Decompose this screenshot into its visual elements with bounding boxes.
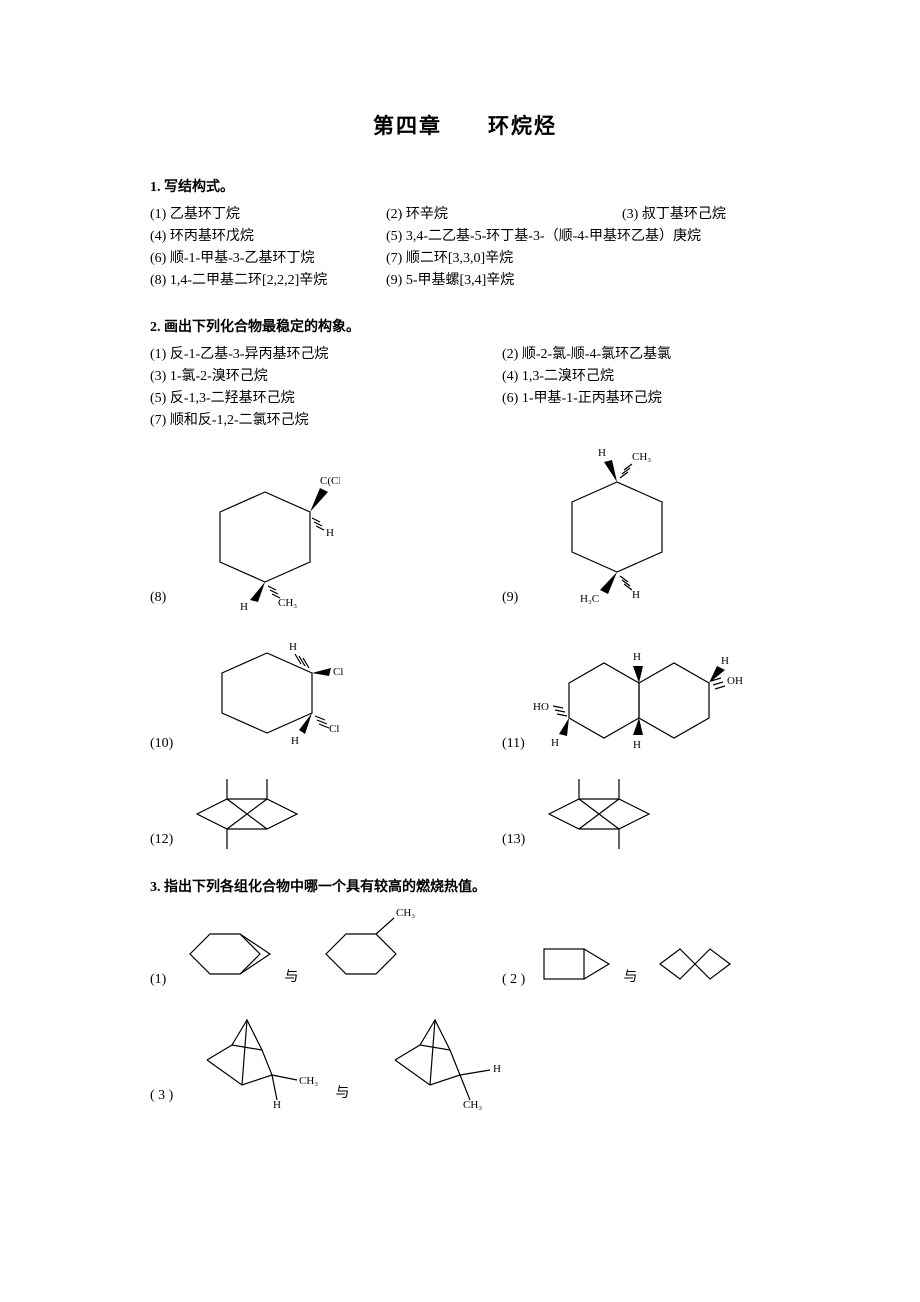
structure-13-icon <box>529 764 689 854</box>
q2-item: (7) 顺和反-1,2-二氯环己烷 <box>150 410 502 432</box>
fig-label-12: (12) <box>150 832 173 854</box>
q1-item: (7) 顺二环[3,3,0]辛烷 <box>386 248 513 270</box>
q1-item: (8) 1,4-二甲基二环[2,2,2]辛烷 <box>150 270 386 292</box>
q2-item: (6) 1-甲基-1-正丙基环己烷 <box>502 388 780 410</box>
svg-text:H: H <box>632 589 640 601</box>
q1-head: 1. 写结构式。 <box>150 176 780 196</box>
svg-text:CH₃: CH₃ <box>632 451 651 463</box>
svg-text:C(CH₃)₃: C(CH₃)₃ <box>320 475 340 487</box>
svg-text:H: H <box>633 739 641 751</box>
fig-label-11: (11) <box>502 736 525 758</box>
q3-pair3-left-icon: CH₃ H <box>177 1000 327 1110</box>
svg-text:CH₃: CH₃ <box>278 597 297 609</box>
fig-label-9: (9) <box>502 590 518 612</box>
q3-pair2-right-icon <box>645 934 745 994</box>
structure-9-icon: H CH₃ H₃C H <box>522 442 692 612</box>
svg-text:Cl: Cl <box>329 723 339 735</box>
q2-item: (2) 顺-2-氯-顺-4-氯环乙基氯 <box>502 344 780 366</box>
svg-text:H₃C: H₃C <box>580 593 599 605</box>
svg-text:H: H <box>291 735 299 747</box>
svg-text:CH₃: CH₃ <box>463 1099 482 1110</box>
q3-pair1-left-icon <box>170 914 280 994</box>
q2-item: (4) 1,3-二溴环己烷 <box>502 366 780 388</box>
q3-pair2-left-icon <box>529 934 619 994</box>
and-text: 与 <box>327 1082 365 1110</box>
q2-list: (1) 反-1-乙基-3-异丙基环己烷 (2) 顺-2-氯-顺-4-氯环乙基氯 … <box>150 344 780 432</box>
fig-label-10: (10) <box>150 736 173 758</box>
q2-head: 2. 画出下列化合物最稳定的构象。 <box>150 316 780 336</box>
svg-text:H: H <box>721 655 729 667</box>
svg-text:H: H <box>326 527 334 539</box>
svg-text:CH₃: CH₃ <box>396 907 415 919</box>
structure-8-icon: C(CH₃)₃ H H CH₃ <box>170 462 340 612</box>
structure-10-icon: H Cl H Cl <box>177 628 347 758</box>
and-text: 与 <box>280 966 306 994</box>
fig-label-13: (13) <box>502 832 525 854</box>
q3-head: 3. 指出下列各组化合物中哪一个具有较高的燃烧热值。 <box>150 876 780 896</box>
q1-item: (4) 环丙基环戊烷 <box>150 226 386 248</box>
q1-item: (1) 乙基环丁烷 <box>150 204 386 226</box>
svg-text:H: H <box>633 651 641 663</box>
q1-item: (5) 3,4-二乙基-5-环丁基-3-（顺-4-甲基环乙基）庚烷 <box>386 226 780 248</box>
q3-pair3-right-icon: H CH₃ <box>365 1000 515 1110</box>
structure-12-icon <box>177 764 337 854</box>
svg-text:H: H <box>289 641 297 653</box>
svg-text:H: H <box>240 601 248 612</box>
chapter-title: 第四章 环烷烃 <box>150 110 780 140</box>
q1-item: (6) 顺-1-甲基-3-乙基环丁烷 <box>150 248 386 270</box>
svg-text:H: H <box>273 1099 281 1110</box>
q1-list: (1) 乙基环丁烷 (2) 环辛烷 (3) 叔丁基环己烷 (4) 环丙基环戊烷 … <box>150 204 780 292</box>
q2-item: (5) 反-1,3-二羟基环己烷 <box>150 388 502 410</box>
q1-item: (3) 叔丁基环己烷 <box>622 204 780 226</box>
fig-label-8: (8) <box>150 590 166 612</box>
q3-pair1-right-icon: CH₃ <box>306 904 416 994</box>
svg-text:CH₃: CH₃ <box>299 1075 318 1087</box>
q1-item: (9) 5-甲基螺[3,4]辛烷 <box>386 270 514 292</box>
svg-text:H: H <box>598 447 606 459</box>
q2-item: (3) 1-氯-2-溴环己烷 <box>150 366 502 388</box>
q1-item: (2) 环辛烷 <box>386 204 622 226</box>
q3-label-1: (1) <box>150 972 166 994</box>
svg-text:HO: HO <box>533 701 549 713</box>
svg-text:OH: OH <box>727 675 743 687</box>
and-text: 与 <box>619 966 645 994</box>
svg-text:H: H <box>493 1063 501 1075</box>
svg-text:Cl: Cl <box>333 666 343 678</box>
q3-label-3: ( 3 ) <box>150 1088 173 1110</box>
q2-item: (1) 反-1-乙基-3-异丙基环己烷 <box>150 344 502 366</box>
svg-text:H: H <box>551 737 559 749</box>
q3-label-2: ( 2 ) <box>502 972 525 994</box>
structure-11-icon: H H HO H OH H <box>529 618 779 758</box>
